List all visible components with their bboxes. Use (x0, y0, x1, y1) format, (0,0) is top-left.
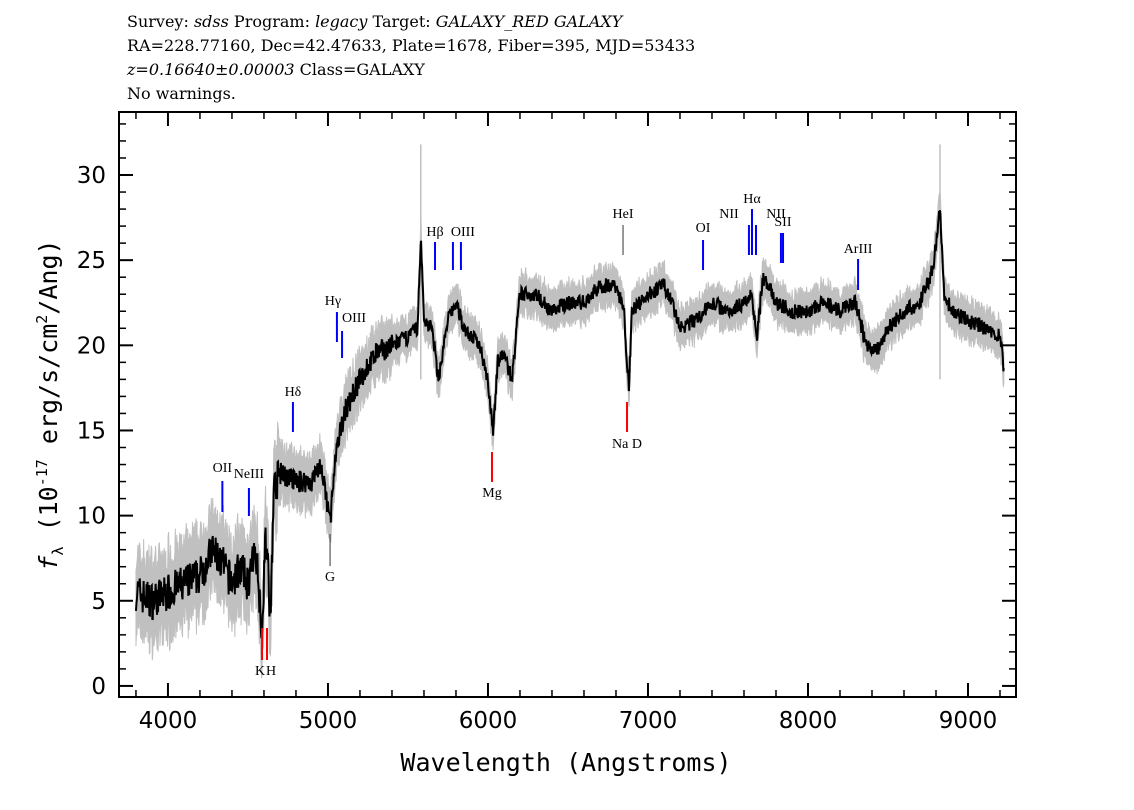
redshift-line: z=0.16640±0.00003 Class=GALAXY (127, 59, 425, 81)
line-label: NeIII (234, 467, 265, 482)
x-tick-label: 6000 (459, 708, 518, 734)
y-tick-label: 30 (77, 163, 106, 189)
line-label: OIII (342, 311, 366, 326)
program-label: Program: (233, 12, 310, 31)
x-tick-label: 4000 (139, 708, 198, 734)
line-label: SII (774, 215, 791, 230)
x-tick-label: 9000 (939, 708, 998, 734)
program-value: legacy (315, 12, 368, 31)
line-label: G (325, 570, 335, 585)
line-label: Hα (743, 192, 761, 207)
flux-line (134, 210, 1005, 639)
line-label: NII (719, 207, 739, 222)
y-axis-title: fλ (10-17 erg/s/cm2/Ang) (33, 239, 67, 570)
y-tick-label: 25 (77, 248, 106, 274)
line-label: OI (696, 221, 711, 236)
line-label: OIII (451, 225, 475, 240)
line-label: HeI (613, 207, 634, 222)
y-tick-label: 15 (77, 418, 106, 444)
x-tick-label: 7000 (619, 708, 678, 734)
line-label: Hδ (285, 385, 302, 400)
flux-series (134, 210, 1005, 639)
target-label: Target: (372, 12, 431, 31)
y-tick-label: 0 (91, 674, 106, 700)
error-band-area (135, 192, 1005, 679)
line-label: Hγ (325, 294, 341, 309)
plot-frame (118, 111, 1017, 698)
target-value: GALAXY_RED GALAXY (435, 12, 623, 31)
y-tick-label: 10 (77, 504, 106, 530)
survey-label: Survey: (127, 12, 189, 31)
axes: 4000 5000 6000 7000 8000 9000 0 5 10 15 20 25 30 (77, 111, 1017, 734)
class-value: Class=GALAXY (299, 60, 425, 79)
survey-value: sdss (193, 12, 229, 31)
line-label: ArIII (844, 242, 873, 257)
error-band (135, 144, 1005, 679)
line-label: Hβ (426, 225, 443, 240)
line-label: Mg (482, 486, 501, 501)
line-label: H (266, 664, 276, 679)
header-survey-line: Survey: sdss Program: legacy Target: GAL… (127, 11, 622, 33)
x-tick-label: 8000 (779, 708, 838, 734)
line-label: OII (213, 461, 233, 476)
line-label: Na D (612, 437, 642, 452)
coords-line: RA=228.77160, Dec=42.47633, Plate=1678, … (127, 36, 696, 55)
line-label: NII (766, 207, 786, 222)
x-axis-title: Wavelength (Angstroms) (400, 748, 731, 777)
y-tick-label: 20 (77, 333, 106, 359)
y-tick-label: 5 (91, 589, 106, 615)
redshift-value: z=0.16640±0.00003 (127, 60, 295, 79)
y-axis-title-text: fλ (10-17 erg/s/cm2/Ang) (33, 239, 67, 570)
warnings-line: No warnings. (127, 84, 236, 103)
x-tick-label: 5000 (299, 708, 358, 734)
line-label: K (255, 664, 265, 679)
